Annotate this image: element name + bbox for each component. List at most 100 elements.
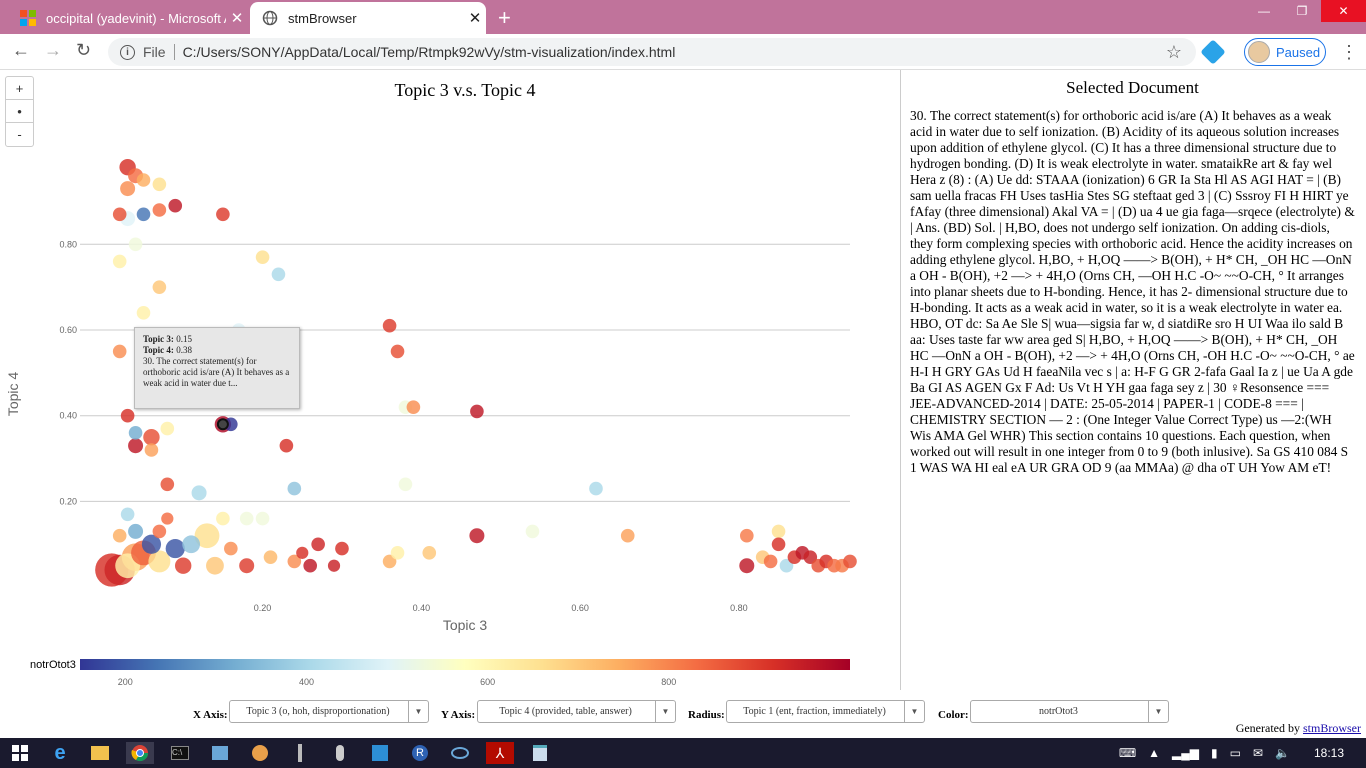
pdf-reader-icon[interactable]: ⅄	[486, 742, 514, 764]
data-point[interactable]	[191, 485, 207, 501]
data-point[interactable]	[771, 537, 786, 552]
selected-data-point[interactable]	[216, 418, 229, 431]
data-point[interactable]	[779, 558, 794, 573]
bookmark-star-icon[interactable]: ☆	[1165, 41, 1182, 62]
forward-arrow-icon[interactable]: →	[44, 40, 62, 60]
close-tab-icon[interactable]: ✕	[468, 10, 482, 27]
brush-icon[interactable]	[286, 742, 314, 764]
chevron-down-icon[interactable]: ▼	[1148, 701, 1168, 722]
data-point[interactable]	[143, 428, 160, 446]
signal-icon[interactable]: ▂▄▆	[1172, 746, 1199, 760]
data-point[interactable]	[470, 404, 484, 419]
data-point[interactable]	[160, 421, 175, 436]
new-tab-button[interactable]: +	[498, 5, 511, 30]
data-point[interactable]	[165, 538, 185, 559]
rstudio-icon[interactable]	[446, 742, 474, 764]
data-point[interactable]	[128, 237, 143, 252]
data-point[interactable]	[803, 550, 818, 564]
data-point[interactable]	[271, 267, 286, 282]
data-point[interactable]	[296, 546, 309, 559]
data-point[interactable]	[406, 400, 421, 414]
data-point[interactable]	[152, 177, 167, 192]
data-point[interactable]	[390, 546, 405, 560]
data-point[interactable]	[136, 207, 151, 222]
data-point[interactable]	[335, 541, 349, 556]
data-point[interactable]	[469, 528, 485, 544]
microphone-icon[interactable]	[326, 742, 354, 764]
data-point[interactable]	[112, 207, 127, 222]
data-point[interactable]	[120, 507, 135, 522]
data-point[interactable]	[239, 511, 254, 526]
data-point[interactable]	[525, 524, 540, 539]
file-explorer-icon[interactable]	[86, 742, 114, 764]
zoom-in-button[interactable]: +	[6, 77, 33, 100]
data-point[interactable]	[112, 528, 127, 543]
data-point[interactable]	[120, 408, 135, 423]
data-point[interactable]	[287, 481, 302, 496]
data-point[interactable]	[255, 511, 270, 526]
r-app-icon[interactable]: R	[406, 742, 434, 764]
command-prompt-icon[interactable]: C:\	[166, 742, 194, 764]
data-point[interactable]	[771, 524, 786, 539]
menu-kebab-icon[interactable]: ⋮	[1340, 42, 1358, 62]
data-point[interactable]	[112, 344, 127, 359]
info-icon[interactable]: i	[120, 44, 135, 60]
data-point[interactable]	[148, 550, 171, 573]
data-point[interactable]	[128, 426, 143, 440]
tab-stmbrowser[interactable]: stmBrowser ✕	[250, 2, 486, 34]
volume-icon[interactable]: 🔈	[1275, 746, 1290, 760]
data-point[interactable]	[279, 438, 294, 453]
data-point[interactable]	[136, 306, 151, 320]
data-point[interactable]	[216, 511, 230, 526]
data-point[interactable]	[739, 558, 755, 574]
data-point[interactable]	[112, 254, 127, 269]
tab-outlook[interactable]: occipital (yadevinit) - Microsoft A ✕	[8, 2, 248, 34]
restore-icon[interactable]: ❐	[1296, 4, 1308, 18]
chevron-down-icon[interactable]: ▼	[408, 701, 428, 722]
data-point[interactable]	[194, 523, 220, 549]
data-point[interactable]	[311, 537, 325, 552]
clock[interactable]: 18:13	[1313, 746, 1344, 760]
chevron-down-icon[interactable]: ▼	[655, 701, 675, 722]
notepad-icon[interactable]	[526, 742, 554, 764]
x-axis-select[interactable]: Topic 3 (o, hoh, disproportionation) ▼	[229, 700, 429, 723]
data-point[interactable]	[216, 207, 230, 222]
data-point[interactable]	[843, 554, 857, 569]
back-arrow-icon[interactable]: ←	[12, 40, 30, 60]
data-point[interactable]	[303, 558, 318, 573]
data-point[interactable]	[174, 557, 192, 574]
data-point[interactable]	[255, 250, 270, 264]
data-point[interactable]	[740, 528, 754, 543]
data-point[interactable]	[327, 559, 341, 572]
chevron-down-icon[interactable]: ▼	[904, 701, 924, 722]
network-app-icon[interactable]	[206, 742, 234, 764]
chrome-icon[interactable]	[126, 742, 154, 764]
battery-icon[interactable]: ▮	[1211, 746, 1218, 760]
data-point[interactable]	[152, 524, 167, 539]
stmbrowser-link[interactable]: stmBrowser	[1303, 721, 1361, 735]
data-point[interactable]	[206, 556, 224, 575]
url-text[interactable]: C:/Users/SONY/AppData/Local/Temp/Rtmpk92…	[182, 44, 676, 60]
address-bar[interactable]: i File C:/Users/SONY/AppData/Local/Temp/…	[108, 38, 1196, 66]
data-point[interactable]	[382, 318, 397, 333]
keyboard-icon[interactable]: ⌨	[1118, 746, 1137, 760]
network-icon[interactable]: ▭	[1229, 746, 1241, 760]
data-point[interactable]	[120, 181, 136, 197]
data-point[interactable]	[141, 534, 162, 554]
profile-button[interactable]: Paused	[1244, 38, 1326, 66]
data-point[interactable]	[136, 173, 151, 187]
data-point[interactable]	[398, 477, 413, 492]
windows-start-icon[interactable]	[6, 742, 34, 764]
data-point[interactable]	[160, 477, 175, 492]
data-point[interactable]	[168, 198, 183, 213]
minimize-icon[interactable]: —	[1258, 4, 1270, 18]
zoom-reset-button[interactable]: •	[6, 100, 33, 123]
close-tab-icon[interactable]: ✕	[230, 10, 244, 27]
y-axis-select[interactable]: Topic 4 (provided, table, answer) ▼	[477, 700, 676, 723]
data-point[interactable]	[152, 280, 167, 294]
data-point[interactable]	[161, 512, 174, 525]
image-editor-icon[interactable]	[366, 742, 394, 764]
internet-explorer-icon[interactable]: e	[54, 741, 66, 764]
data-point[interactable]	[152, 203, 167, 217]
data-point[interactable]	[224, 541, 238, 556]
